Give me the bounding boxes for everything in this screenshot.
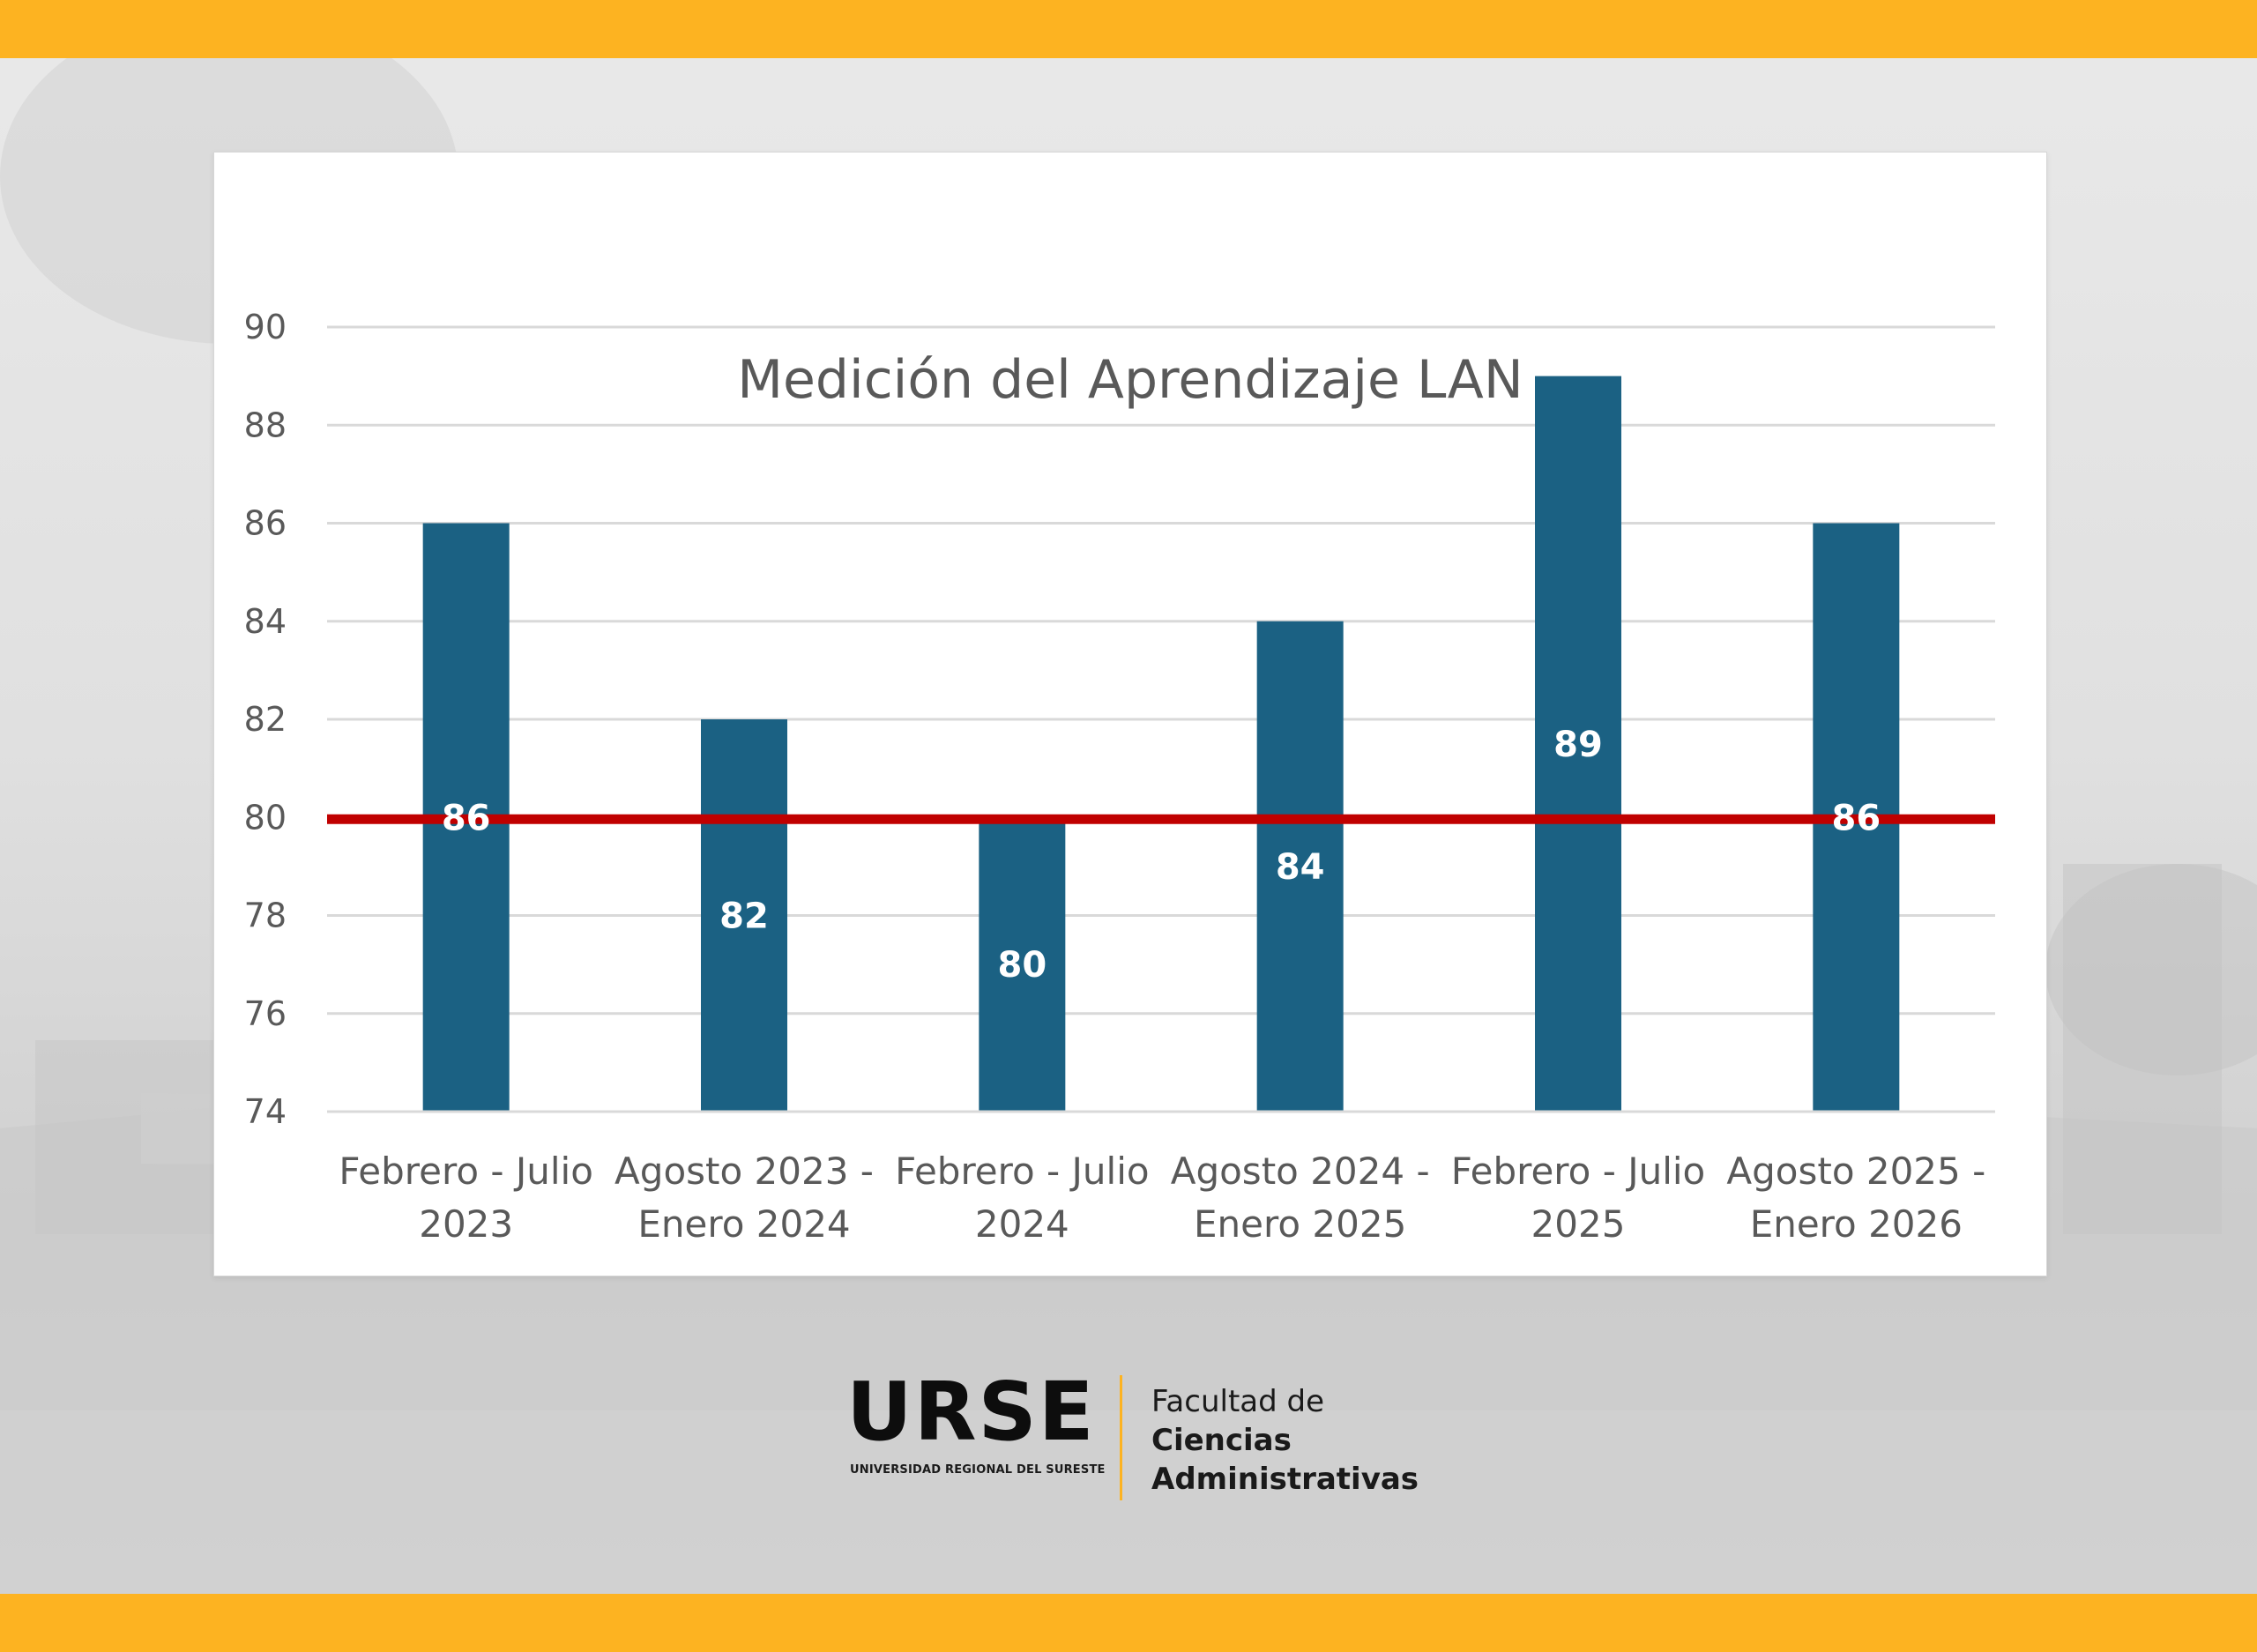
- x-category-label: 2024: [975, 1202, 1069, 1246]
- logo-subtitle: UNIVERSIDAD REGIONAL DEL SURESTE: [850, 1463, 1106, 1477]
- y-tick-label: 80: [244, 798, 287, 837]
- bar-value-label: 84: [1276, 847, 1325, 888]
- y-tick-label: 74: [244, 1092, 287, 1131]
- y-tick-label: 90: [244, 308, 287, 346]
- bar-value-label: 86: [442, 798, 491, 838]
- faculty-line-1: Facultad de: [1151, 1384, 1325, 1419]
- faculty-line-3: Administrativas: [1151, 1462, 1419, 1497]
- bar-value-label: 82: [719, 897, 769, 937]
- faculty-name: Facultad de Ciencias Administrativas: [1151, 1382, 1419, 1499]
- y-tick-label: 78: [244, 897, 287, 935]
- y-tick-label: 88: [244, 406, 287, 444]
- chart-card: Medición del Aprendizaje LAN 86 82 80 84 89 8…: [213, 152, 2047, 1276]
- y-tick-label: 84: [244, 602, 287, 641]
- logo-brand: URSE: [846, 1365, 1096, 1459]
- bar-value-label: 86: [1831, 798, 1881, 838]
- x-category-label: Agosto 2023 -: [615, 1150, 874, 1193]
- bar: [979, 817, 1066, 1112]
- x-category-label: Febrero - Julio: [339, 1150, 592, 1193]
- x-category-label: 2023: [419, 1202, 513, 1246]
- x-category-label: Febrero - Julio: [1451, 1150, 1705, 1193]
- y-tick-label: 86: [244, 504, 287, 543]
- bar-value-label: 89: [1553, 725, 1603, 765]
- bar-value-label: 80: [997, 945, 1047, 986]
- faculty-line-2: Ciencias: [1151, 1423, 1292, 1458]
- y-tick-label: 82: [244, 700, 287, 739]
- x-category-label: Febrero - Julio: [895, 1150, 1149, 1193]
- top-accent-band: [0, 0, 2257, 58]
- bar: [1535, 376, 1621, 1112]
- x-category-label: Agosto 2024 -: [1171, 1150, 1430, 1193]
- x-category-label: Enero 2024: [637, 1202, 850, 1246]
- x-category-label: Agosto 2025 -: [1726, 1150, 1985, 1193]
- bar: [701, 719, 787, 1112]
- bottom-accent-band: [0, 1594, 2257, 1652]
- x-category-label: 2025: [1531, 1202, 1626, 1246]
- urse-logo: URSE UNIVERSIDAD REGIONAL DEL SURESTE Fa…: [846, 1372, 1428, 1504]
- bar-chart: Medición del Aprendizaje LAN 86 82 80 84 89 8…: [244, 308, 1995, 1246]
- bar: [1256, 621, 1344, 1112]
- logo-divider: [1120, 1375, 1122, 1500]
- chart-title: Medición del Aprendizaje LAN: [737, 349, 1523, 411]
- y-tick-label: 76: [244, 994, 287, 1033]
- x-category-label: Enero 2026: [1750, 1202, 1963, 1246]
- x-category-label: Enero 2025: [1194, 1202, 1406, 1246]
